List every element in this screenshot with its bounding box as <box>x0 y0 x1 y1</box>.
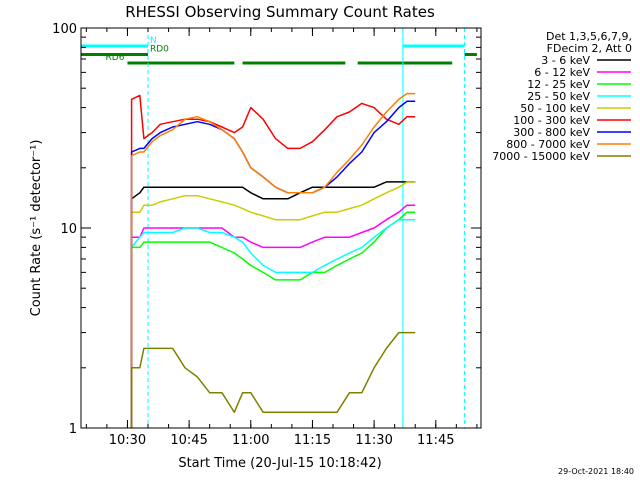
y-tick-label: 10 <box>60 222 77 237</box>
legend-entry-label: 3 - 6 keV <box>541 54 590 67</box>
x-tick-label: 11:00 <box>232 433 269 448</box>
series-line-3 <box>130 218 416 428</box>
y-tick-label: 1 <box>69 422 77 437</box>
series-lines <box>130 92 416 428</box>
series-line-8 <box>130 331 416 428</box>
x-tick-label: 10:45 <box>170 433 207 448</box>
series-line-5 <box>130 94 416 428</box>
series-line-7 <box>130 92 416 428</box>
y-axis-ticks: 1 10 100 <box>52 22 481 437</box>
legend-entry-label: 25 - 50 keV <box>527 90 590 103</box>
legend-entry-label: 7000 - 15000 keV <box>492 150 590 163</box>
series-line-2 <box>130 211 416 428</box>
legend: Det 1,3,5,6,7,9, FDecim 2, Att 0 3 - 6 k… <box>492 30 632 163</box>
series-line-1 <box>130 204 416 428</box>
legend-entry-label: 100 - 300 keV <box>513 114 590 127</box>
legend-entry-label: 800 - 7000 keV <box>506 138 590 151</box>
flag-label-rd6: RD6 <box>106 53 125 63</box>
y-axis-label: Count Rate (s⁻¹ detector⁻¹) <box>29 140 44 317</box>
flag-label-n: N <box>150 36 157 46</box>
legend-header-line1: Det 1,3,5,6,7,9, <box>546 30 632 43</box>
x-tick-label: 11:15 <box>294 433 331 448</box>
legend-entry-label: 12 - 25 keV <box>527 78 590 91</box>
y-tick-label: 100 <box>52 22 77 37</box>
x-axis-ticks: 10:30 10:45 11:00 11:15 11:30 11:45 <box>85 28 478 448</box>
legend-header-line2: FDecim 2, Att 0 <box>547 42 632 55</box>
legend-entry-label: 50 - 100 keV <box>520 102 590 115</box>
flag-label-rd0: RD0 <box>150 45 169 55</box>
x-tick-label: 10:30 <box>109 433 146 448</box>
series-line-4 <box>130 181 416 428</box>
x-tick-label: 11:30 <box>355 433 392 448</box>
x-tick-label: 11:45 <box>417 433 454 448</box>
chart-title: RHESSI Observing Summary Count Rates <box>125 3 435 21</box>
legend-entry-label: 300 - 800 keV <box>513 126 590 139</box>
legend-entry-label: 6 - 12 keV <box>534 66 590 79</box>
series-line-0 <box>130 181 416 428</box>
x-axis-label: Start Time (20-Jul-15 10:18:42) <box>178 456 381 471</box>
timestamp: 29-Oct-2021 18:40 <box>558 467 634 476</box>
